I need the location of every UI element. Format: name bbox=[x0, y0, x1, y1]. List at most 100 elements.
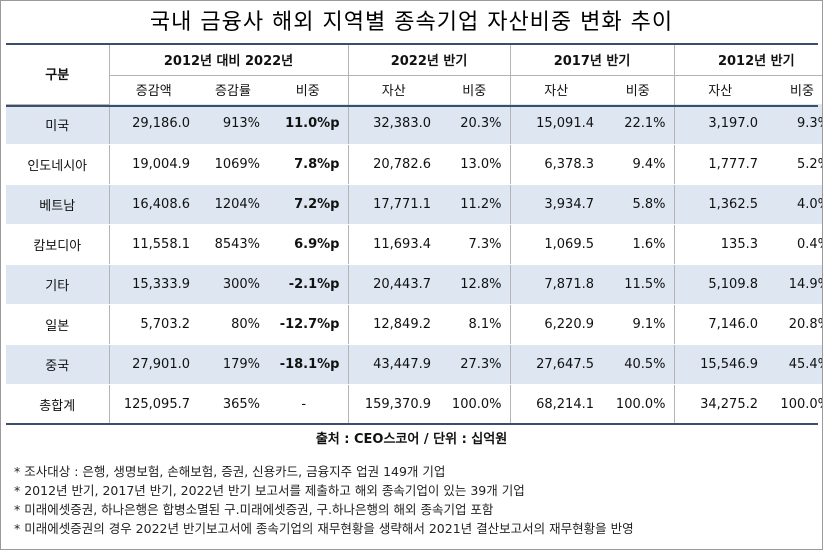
table-cell: 15,333.9 bbox=[109, 264, 198, 305]
subheader-2012-assets: 자산 bbox=[674, 75, 766, 104]
footnote-item: * 미래에셋증권의 경우 2022년 반기보고서에 종속기업의 재무현황을 생략… bbox=[14, 521, 634, 536]
table-row: 캄보디아 11,558.1 8543% 6.9%p 11,693.4 7.3% 1,069.… bbox=[6, 224, 823, 265]
table-cell: 1069% bbox=[198, 144, 268, 185]
subheader-2022-share: 비중 bbox=[439, 75, 511, 104]
subheader-change-amount: 증감액 bbox=[109, 75, 198, 104]
table-cell: 300% bbox=[198, 264, 268, 305]
table-cell: 11.2% bbox=[439, 184, 511, 225]
table-cell: 1204% bbox=[198, 184, 268, 225]
table-cell: 27,901.0 bbox=[109, 344, 198, 385]
row-region-name: 베트남 bbox=[6, 184, 110, 225]
table-cell: 1,069.5 bbox=[510, 224, 602, 265]
table-cell: 27,647.5 bbox=[510, 344, 602, 385]
table-cell: 20,443.7 bbox=[348, 264, 439, 305]
table-cell: 27.3% bbox=[439, 344, 511, 385]
table-cell: 13.0% bbox=[439, 144, 511, 185]
subheader-change-rate: 증감률 bbox=[198, 75, 268, 104]
table-row: 미국 29,186.0 913% 11.0%p 32,383.0 20.3% 15,091.… bbox=[6, 104, 823, 145]
table-cell: -2.1%p bbox=[268, 264, 349, 305]
table-cell: 20.8% bbox=[766, 304, 823, 345]
table-header-rule bbox=[6, 105, 818, 107]
table-cell: 6,220.9 bbox=[510, 304, 602, 345]
page-title: 국내 금융사 해외 지역별 종속기업 자산비중 변화 추이 bbox=[149, 10, 674, 35]
table-cell: 0.4% bbox=[766, 224, 823, 265]
table-top-rule bbox=[6, 43, 818, 45]
table-cell: 100.0% bbox=[439, 383, 511, 425]
table-cell: 80% bbox=[198, 304, 268, 345]
subheader-2022-assets: 자산 bbox=[348, 75, 439, 104]
table-cell: 159,370.9 bbox=[348, 383, 439, 425]
table-cell: 4.0% bbox=[766, 184, 823, 225]
table-cell: 7.2%p bbox=[268, 184, 349, 225]
table-cell: 1,777.7 bbox=[674, 144, 766, 185]
table-cell: 7,146.0 bbox=[674, 304, 766, 345]
footnote-item: * 미래에셋증권, 하나은행은 합병소멸된 구.미래에셋증권, 구.하나은행의 … bbox=[14, 502, 494, 517]
row-region-name: 기타 bbox=[6, 264, 110, 305]
table-cell: 22.1% bbox=[602, 104, 675, 145]
table-cell: 15,546.9 bbox=[674, 344, 766, 385]
table-cell: 8543% bbox=[198, 224, 268, 265]
table-cell: 913% bbox=[198, 104, 268, 145]
table-cell: 14.9% bbox=[766, 264, 823, 305]
table-cell: 20.3% bbox=[439, 104, 511, 145]
header-group-2012: 2012년 반기 bbox=[674, 44, 823, 76]
table-cell: - bbox=[268, 383, 349, 425]
table-cell: 5.8% bbox=[602, 184, 675, 225]
header-group-change: 2012년 대비 2022년 bbox=[109, 44, 349, 76]
table-cell: 100.0% bbox=[602, 383, 675, 425]
table-cell: 15,091.4 bbox=[510, 104, 602, 145]
row-region-name: 총합계 bbox=[6, 383, 110, 425]
table-cell: 11.0%p bbox=[268, 104, 349, 145]
subheader-change-share: 비중 bbox=[268, 75, 349, 104]
table-cell: 11,558.1 bbox=[109, 224, 198, 265]
subheader-2017-share: 비중 bbox=[602, 75, 675, 104]
table-cell: 16,408.6 bbox=[109, 184, 198, 225]
table-cell: 8.1% bbox=[439, 304, 511, 345]
table-cell: 11.5% bbox=[602, 264, 675, 305]
header-group-2017: 2017년 반기 bbox=[510, 44, 675, 76]
row-region-name: 인도네시아 bbox=[6, 144, 110, 185]
table-cell: 5.2% bbox=[766, 144, 823, 185]
table-bottom-rule bbox=[6, 423, 818, 425]
table-cell: -18.1%p bbox=[268, 344, 349, 385]
table-cell: 19,004.9 bbox=[109, 144, 198, 185]
table-cell: 29,186.0 bbox=[109, 104, 198, 145]
header-gubun: 구분 bbox=[6, 44, 110, 105]
row-region-name: 중국 bbox=[6, 344, 110, 385]
subheader-2012-share: 비중 bbox=[766, 75, 823, 104]
table-cell: 1,362.5 bbox=[674, 184, 766, 225]
table-cell: 100.0% bbox=[766, 383, 823, 425]
table-cell: 12,849.2 bbox=[348, 304, 439, 345]
table-cell: 68,214.1 bbox=[510, 383, 602, 425]
table-cell: 43,447.9 bbox=[348, 344, 439, 385]
table-row: 베트남 16,408.6 1204% 7.2%p 17,771.1 11.2% 3,934.… bbox=[6, 184, 823, 225]
row-region-name: 미국 bbox=[6, 104, 110, 145]
asset-share-table: 구분 2012년 대비 2022년 2022년 반기 2017년 반기 2012… bbox=[6, 44, 823, 425]
table-cell: 1.6% bbox=[602, 224, 675, 265]
table-row: 일본 5,703.2 80% -12.7%p 12,849.2 8.1% 6,220.9 9.… bbox=[6, 304, 823, 345]
table-cell: 3,197.0 bbox=[674, 104, 766, 145]
subheader-2017-assets: 자산 bbox=[510, 75, 602, 104]
table-cell: 32,383.0 bbox=[348, 104, 439, 145]
table-cell: 365% bbox=[198, 383, 268, 425]
table-row: 중국 27,901.0 179% -18.1%p 43,447.9 27.3% 27,647… bbox=[6, 344, 823, 385]
table-cell: 5,703.2 bbox=[109, 304, 198, 345]
footnotes: * 조사대상 : 은행, 생명보험, 손해보험, 증권, 신용카드, 금융지주 … bbox=[14, 462, 814, 538]
table-cell: 45.4% bbox=[766, 344, 823, 385]
table-cell: 179% bbox=[198, 344, 268, 385]
source-note: 출처 : CEO스코어 / 단위 : 십억원 bbox=[315, 432, 508, 447]
table-cell: 9.4% bbox=[602, 144, 675, 185]
table-cell: 7.3% bbox=[439, 224, 511, 265]
table-cell: 3,934.7 bbox=[510, 184, 602, 225]
table-cell: 7,871.8 bbox=[510, 264, 602, 305]
table-cell: 40.5% bbox=[602, 344, 675, 385]
table-cell: 12.8% bbox=[439, 264, 511, 305]
table-cell: 7.8%p bbox=[268, 144, 349, 185]
table-cell: 125,095.7 bbox=[109, 383, 198, 425]
table-row: 기타 15,333.9 300% -2.1%p 20,443.7 12.8% 7,871.8… bbox=[6, 264, 823, 305]
table-cell: 9.1% bbox=[602, 304, 675, 345]
table-cell: 6.9%p bbox=[268, 224, 349, 265]
table-cell: 11,693.4 bbox=[348, 224, 439, 265]
row-region-name: 캄보디아 bbox=[6, 224, 110, 265]
header-group-2022: 2022년 반기 bbox=[348, 44, 511, 76]
